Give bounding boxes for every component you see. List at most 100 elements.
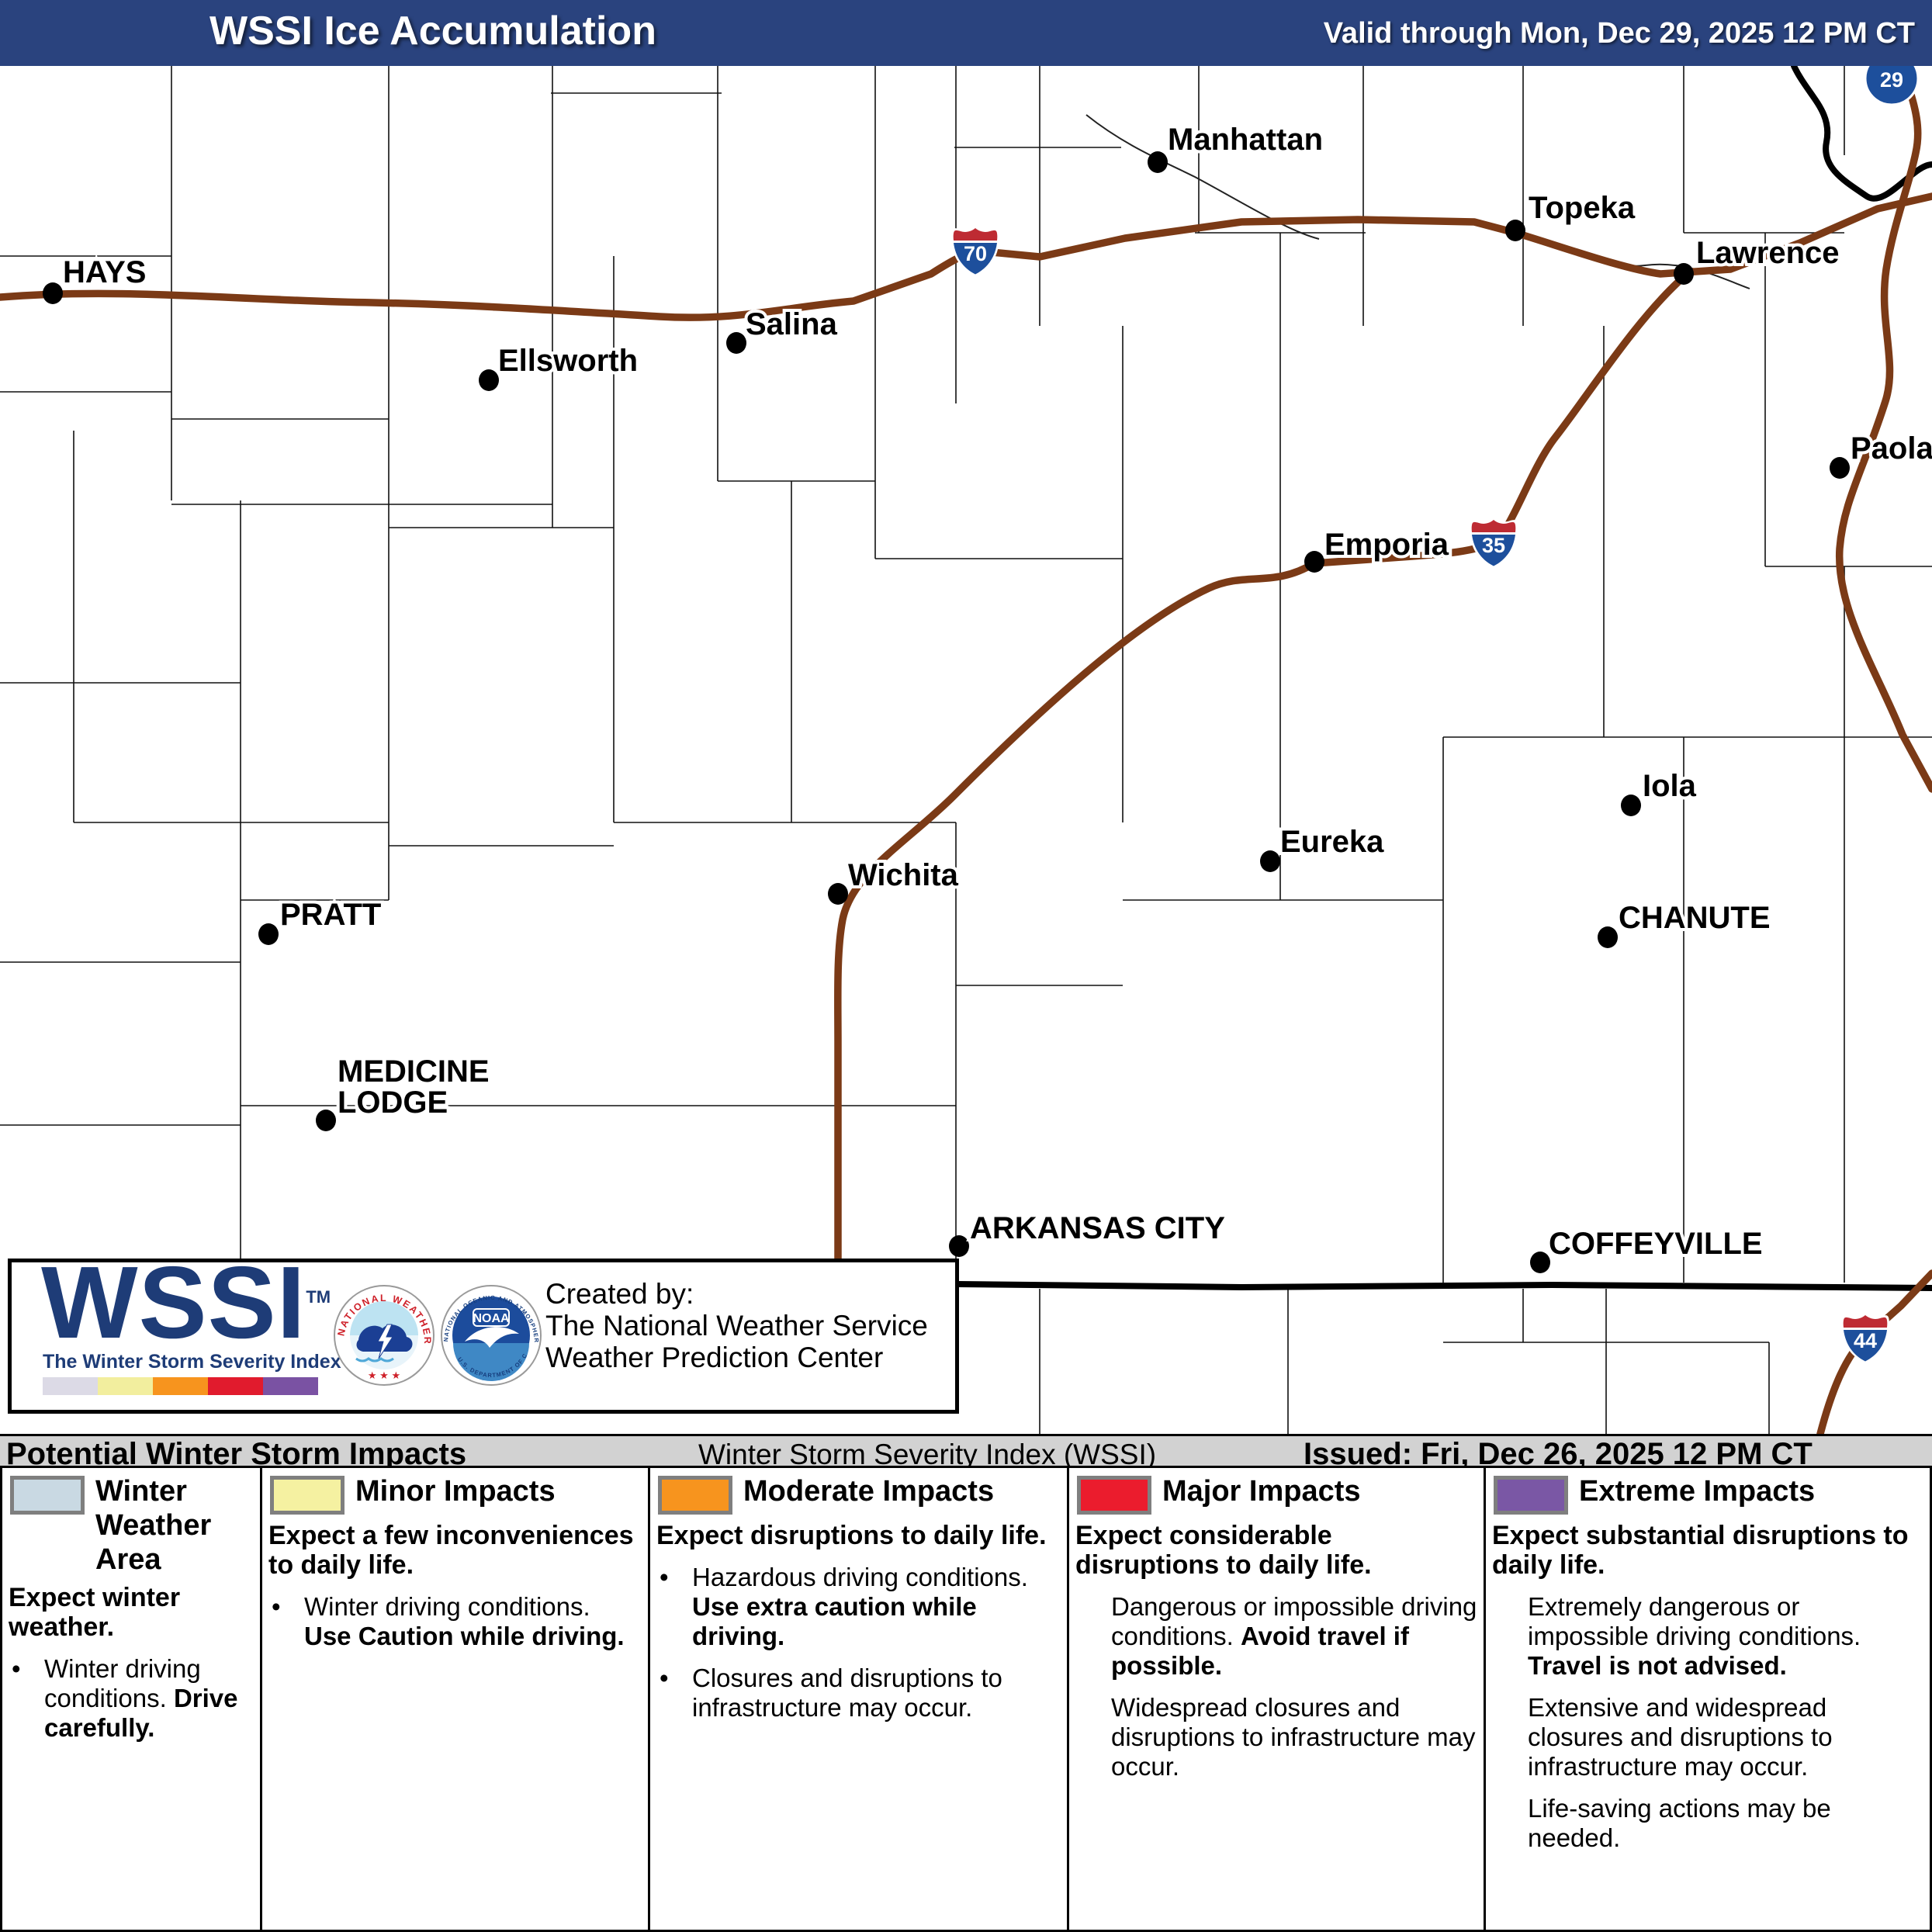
city-arkansas-city: ARKANSAS CITY [949,1208,1228,1257]
city-label: Lawrence [1696,236,1840,270]
interstate-29-shield: 29 [1864,66,1920,106]
svg-text:★ ★ ★: ★ ★ ★ [368,1369,400,1381]
city-label: MEDICINE [338,1054,490,1089]
severity-swatch-1 [98,1377,153,1395]
impact-summary: Expect winter weather. [9,1583,181,1642]
legend-subtitle: Winter Storm Severity Index (WSSI) [698,1439,1157,1470]
header-bar: WSSI Ice Accumulation Valid through Mon,… [0,0,1932,66]
city-lawrence: Lawrence [1674,233,1843,285]
highway-i70 [0,192,1932,321]
svg-text:44: 44 [1854,1329,1877,1352]
svg-text:35: 35 [1482,534,1505,557]
wssi-wordmark: WSSITM [41,1245,331,1359]
impact-summary: Expect disruptions to daily life. [656,1521,1047,1550]
impact-detail: •Extensive and widespread closures and d… [1528,1693,1833,1781]
legend-column-winter-weather-area: Winter Weather Area Expect winter weather… [2,1468,262,1930]
interstate-35-shield: 35 [1470,517,1518,568]
city-marker [1598,926,1618,948]
impact-detail: •Dangerous or impossible driving conditi… [1111,1592,1477,1680]
city-label: Salina [746,307,838,341]
created-by-line: Created by: [545,1278,694,1310]
nws-logo: NATIONAL WEATHER SERVICE ★ ★ ★ [334,1285,435,1386]
bullet-icon: • [660,1664,669,1692]
city-label: PRATT [280,898,381,932]
city-label: Ellsworth [498,344,638,378]
city-label: Eureka [1280,825,1384,859]
created-by-line: The National Weather Service [545,1310,928,1342]
city-eureka: Eureka [1260,822,1387,872]
highway-east [1835,66,1932,793]
city-ellsworth: Ellsworth [479,341,641,391]
city-salina: Salina [726,304,841,354]
page-title: WSSI Ice Accumulation [209,9,656,54]
impact-detail: • Winter driving conditions. Use Caution … [268,1592,642,1651]
impact-summary: Expect substantial disruptions to daily … [1492,1521,1909,1580]
impact-detail: • Closures and disruptions to infrastruct… [656,1664,1061,1723]
city-manhattan: Manhattan [1148,119,1326,173]
impact-summary: Expect a few inconveniences to daily lif… [268,1521,634,1580]
severity-swatch-2 [153,1377,208,1395]
impact-title: Moderate Impacts [743,1475,995,1508]
impact-detail: •Widespread closures and disruptions to … [1111,1693,1476,1781]
svg-text:NOAA: NOAA [473,1312,510,1325]
impact-title: Winter Weather Area [95,1475,212,1576]
city-marker [1530,1252,1550,1273]
noaa-logo: NOAA NATIONAL OCEANIC AND ATMOSPHERIC AD… [441,1285,542,1386]
city-marker [1304,551,1324,573]
legend-column-major-impacts: Major Impacts Expect considerable disrupt… [1069,1468,1486,1930]
city-topeka: Topeka [1505,188,1639,241]
city-marker [1674,263,1694,285]
bullet-icon: • [272,1592,281,1621]
county-boundaries [0,66,1932,1434]
city-label: Wichita [848,858,959,892]
impact-title: Minor Impacts [355,1475,556,1508]
impact-summary: Expect considerable disruptions to daily… [1075,1521,1372,1580]
city-label: Iola [1643,769,1697,803]
severity-color-strip [43,1377,318,1395]
bullet-icon: • [12,1654,21,1683]
impact-swatch-moderate-impacts [658,1476,732,1515]
wssi-tagline: The Winter Storm Severity Index [43,1351,341,1373]
city-coffeyville: COFFEYVILLE [1530,1224,1766,1273]
city-marker [949,1235,969,1257]
interstate-44-shield: 44 [1841,1312,1889,1363]
created-by-text: Created by: The National Weather Service… [545,1278,928,1373]
impact-swatch-winter-weather-area [10,1476,85,1515]
svg-text:29: 29 [1880,68,1903,92]
city-label: CHANUTE [1619,901,1771,935]
legend-title: Potential Winter Storm Impacts [6,1437,467,1471]
legend-header-bar: Potential Winter Storm Impacts Winter St… [0,1434,1932,1471]
city-label: Manhattan [1168,123,1323,157]
impact-title: Major Impacts [1162,1475,1361,1508]
highway-turnpike-i35 [834,273,1688,1288]
city-label: Emporia [1324,528,1449,562]
impact-detail: • Hazardous driving conditions. Use extra… [656,1563,1061,1651]
impact-swatch-minor-impacts [270,1476,345,1515]
city-paola: Paola [1830,428,1932,479]
svg-text:70: 70 [964,242,987,265]
map: 70 35 44 29 Manhattan Topeka Lawrence HAYS Sali… [0,66,1932,1434]
city-pratt: PRATT [258,895,384,945]
city-label: LODGE [338,1085,448,1120]
interstate-shields: 70 35 44 29 [951,66,1920,1363]
state-line-missouri-river [1791,66,1932,202]
city-marker [43,282,63,304]
severity-swatch-3 [208,1377,263,1395]
impact-detail: • Winter driving conditions. Drive carefu… [9,1654,254,1743]
city-marker [1830,457,1850,479]
city-marker [726,332,746,354]
city-iola: Iola [1621,766,1700,816]
city-marker [828,883,848,905]
city-marker [316,1110,336,1131]
city-marker [1505,220,1525,241]
severity-swatch-0 [43,1377,98,1395]
impact-detail: •Extremely dangerous or impossible drivi… [1528,1592,1861,1680]
valid-through-label: Valid through Mon, Dec 29, 2025 12 PM CT [1323,17,1915,50]
city-marker [1148,151,1168,173]
city-marker [1260,850,1280,872]
city-label: COFFEYVILLE [1549,1227,1763,1261]
river-kansas [1085,114,1320,240]
severity-swatch-4 [263,1377,318,1395]
city-markers: Manhattan Topeka Lawrence HAYS Salina Ellswor… [43,119,1932,1273]
